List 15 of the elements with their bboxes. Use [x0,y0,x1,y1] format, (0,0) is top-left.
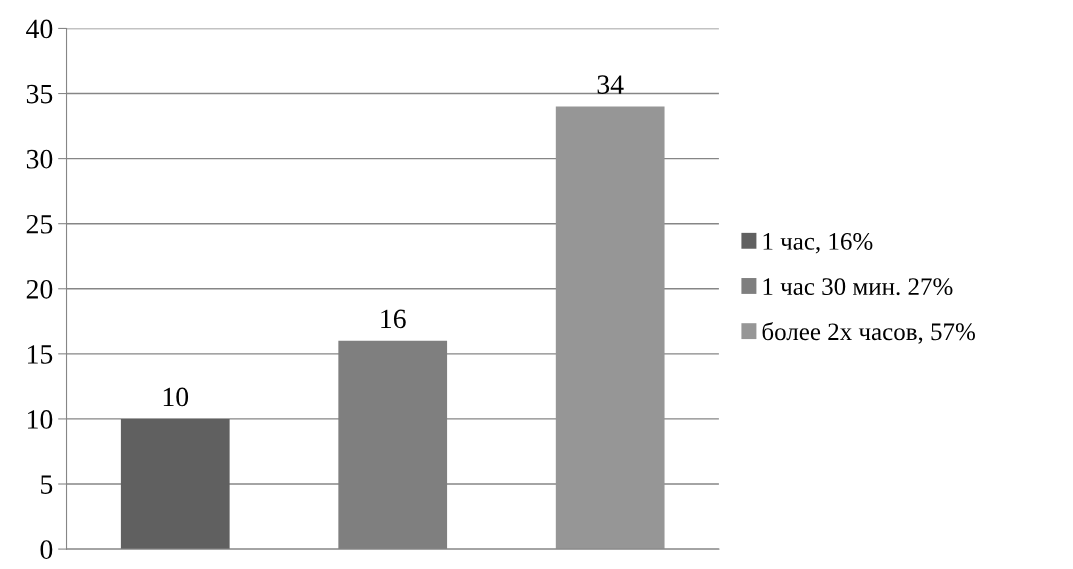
y-tick-label: 0 [40,540,53,559]
y-tick-label: 40 [26,19,53,39]
y-tick-label: 35 [26,84,53,104]
y-tick-label: 25 [26,214,53,234]
y-tick-label: 5 [41,475,53,494]
legend-label: 1 час 30 мин. 27% [763,278,953,296]
data-label: 16 [381,309,406,329]
legend-label: более 2х часов, 57% [762,322,975,344]
y-tick-label: 10 [28,410,53,429]
y-tick-label: 20 [26,279,53,299]
y-tick-label: 30 [26,149,53,169]
data-label: 10 [163,387,189,407]
legend-label: 1 час, 16% [763,232,873,254]
data-label: 34 [597,75,624,94]
y-tick-label: 15 [28,345,53,364]
